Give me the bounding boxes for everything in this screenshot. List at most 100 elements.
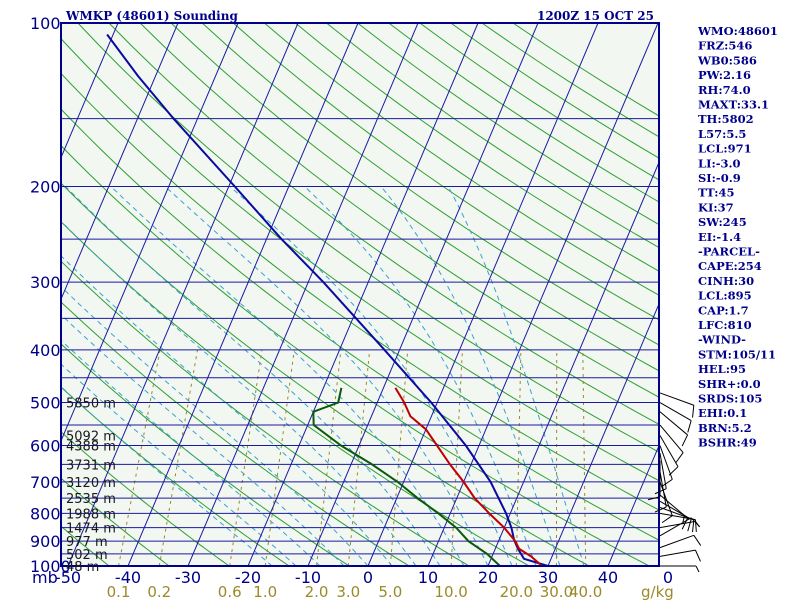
pressure-axis-labels: 100 200 300 400 500 600 700 800 900 1000 <box>30 14 71 576</box>
sounding-index-line: RH:74.0 <box>698 83 751 97</box>
wind-barb <box>660 565 700 573</box>
isotherm-line <box>487 161 659 566</box>
wind-barb <box>659 549 701 562</box>
sounding-index-line: CAPE:254 <box>698 259 762 273</box>
sounding-index-line: -WIND- <box>698 333 746 347</box>
isotherm-line <box>61 23 239 443</box>
temperature-tick-label: -10 <box>295 568 321 587</box>
sounding-index-line: TH:5802 <box>698 112 754 126</box>
mixing-ratio-lines <box>118 349 587 566</box>
sounding-index-line: SHR+:0.0 <box>698 377 761 391</box>
sounding-index-line: WMO:48601 <box>697 24 778 38</box>
sounding-index-line: PW:2.16 <box>698 68 751 82</box>
sounding-index-line: LI:-3.0 <box>698 156 741 170</box>
height-label: 977 m <box>66 535 108 550</box>
mixing-ratio-line <box>229 349 263 566</box>
pressure-tick-label: 700 <box>30 473 61 492</box>
height-label: 48 m <box>66 560 99 575</box>
isotherm-line <box>187 23 419 566</box>
height-label: 5850 m <box>66 397 116 412</box>
plot-area <box>61 23 659 566</box>
chart-time: 1200Z 15 OCT 25 <box>537 9 654 23</box>
sounding-index-line: HEL:95 <box>698 362 746 376</box>
wind-barb <box>647 460 661 501</box>
profiles <box>106 33 549 566</box>
pressure-axis-unit-label: mb <box>32 568 58 587</box>
temperature-tick-label: 10 <box>418 568 438 587</box>
temperature-tick-label: 30 <box>538 568 558 587</box>
isotherm-line <box>547 302 659 566</box>
isotherm-line <box>607 444 659 566</box>
mixing-ratio-tick-label: 3.0 <box>336 583 360 600</box>
mixing-ratio-tick-label: 30.0 <box>540 583 573 600</box>
sounding-index-line: BRN:5.2 <box>698 421 752 435</box>
mixing-ratio-tick-label: 2.0 <box>305 583 329 600</box>
isotherm-line <box>61 23 179 301</box>
wind-barb <box>659 392 695 418</box>
mixing-ratio-axis-labels: 0.1 0.2 0.6 1.0 2.0 3.0 5.0 10.0 20.0 30.040.0 <box>107 583 603 600</box>
pressure-tick-label: 400 <box>30 341 61 360</box>
sounding-index-line: FRZ:546 <box>698 39 752 53</box>
isobars <box>61 23 659 566</box>
mixing-ratio-line <box>118 349 161 566</box>
height-label: 1988 m <box>66 507 116 522</box>
wind-barb <box>659 411 689 447</box>
plot-background <box>61 23 659 566</box>
sounding-index-line: EHI:0.1 <box>698 406 747 420</box>
height-label: 502 m <box>66 548 108 563</box>
wind-barb <box>659 534 702 549</box>
moist-adiabat-line <box>229 186 513 566</box>
mixing-ratio-line <box>389 349 409 566</box>
sounding-indices-panel: WMO:48601FRZ:546WB0:586PW:2.16RH:74.0MAX… <box>697 24 778 450</box>
sounding-index-line: SI:-0.9 <box>698 171 741 185</box>
temperature-tick-label: -40 <box>115 568 141 587</box>
temperature-tick-label: -30 <box>175 568 201 587</box>
moist-adiabat-line <box>447 186 585 566</box>
sounding-index-line: L57:5.5 <box>698 127 746 141</box>
temperature-tick-label: 20 <box>478 568 498 587</box>
isotherm-line <box>67 23 299 566</box>
isotherm-line <box>247 23 479 566</box>
height-label: 1474 m <box>66 522 116 537</box>
mixing-ratio-tick-label: 10.0 <box>434 583 467 600</box>
moist-adiabat-line <box>61 220 417 566</box>
mixing-ratio-line <box>158 349 199 566</box>
temperature-tick-label: 40 <box>598 568 618 587</box>
isotherm-line <box>367 23 599 566</box>
isotherm-line <box>307 23 539 566</box>
isotherm-line <box>127 23 359 566</box>
wind-barb <box>659 402 692 433</box>
wind-barb <box>659 435 679 476</box>
mixing-ratio-line <box>264 349 295 566</box>
mixing-ratio-line <box>515 349 522 566</box>
sounding-index-line: STM:105/11 <box>698 347 776 361</box>
wind-barb <box>654 453 667 495</box>
sounding-index-line: WB0:586 <box>697 53 757 67</box>
temperature-tick-label: -20 <box>235 568 261 587</box>
wind-barbs <box>647 392 702 573</box>
mixing-ratio-tick-label: 0.1 <box>107 583 131 600</box>
pressure-tick-label: 100 <box>30 14 61 33</box>
pressure-tick-label: 500 <box>30 394 61 413</box>
sounding-index-line: CINH:30 <box>698 274 754 288</box>
isotherms <box>61 23 659 566</box>
mixing-ratio-tick-label: 1.0 <box>253 583 277 600</box>
height-label: 4388 m <box>66 440 116 455</box>
wind-barb <box>659 481 673 524</box>
pressure-tick-label: 900 <box>30 532 61 551</box>
pressure-tick-label: 300 <box>30 273 61 292</box>
height-label: 5092 m <box>66 429 116 444</box>
height-label: 3731 m <box>66 458 116 473</box>
temperature-tick-label: 0 <box>363 568 373 587</box>
sounding-index-line: CAP:1.7 <box>698 303 749 317</box>
mixing-ratio-tick-label: 20.0 <box>500 583 533 600</box>
chart-title: WMKP (48601) Sounding <box>65 9 238 23</box>
height-label: 3120 m <box>66 476 116 491</box>
wind-barb <box>659 424 684 463</box>
sounding-index-line: EI:-1.4 <box>698 230 741 244</box>
pressure-tick-label: 600 <box>30 437 61 456</box>
sounding-index-line: -PARCEL- <box>698 245 760 259</box>
pressure-tick-label: 1000 <box>30 557 71 576</box>
mixing-ratio-line <box>582 349 587 566</box>
height-label: 2535 m <box>66 492 116 507</box>
